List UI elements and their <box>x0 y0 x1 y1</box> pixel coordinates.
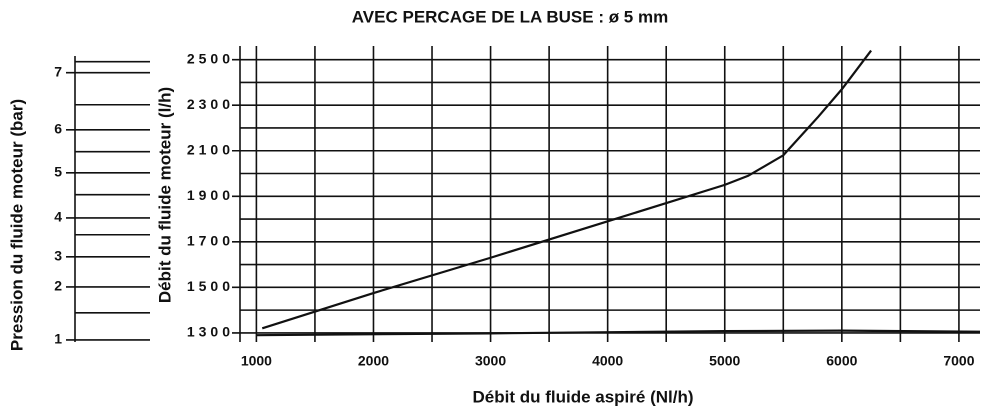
y-tick-label: 1300 <box>187 324 234 340</box>
y-tick-label: 2500 <box>187 50 234 66</box>
y2-axis-label: Pression du fluide moteur (bar) <box>7 99 26 351</box>
y-tick-label: 2100 <box>187 141 234 157</box>
y2-tick-label: 2 <box>54 278 62 294</box>
x-tick-label: 1000 <box>241 353 272 369</box>
y2-tick-label: 6 <box>54 120 62 136</box>
y2-tick-label: 1 <box>54 331 62 347</box>
y-tick-label: 2300 <box>187 96 234 112</box>
chart-title: AVEC PERCAGE DE LA BUSE : ø 5 mm <box>352 7 668 26</box>
x-tick-label: 3000 <box>475 353 506 369</box>
x-tick-label: 5000 <box>709 353 740 369</box>
x-tick-label: 4000 <box>592 353 623 369</box>
line-series <box>256 329 981 337</box>
line-series <box>261 49 872 330</box>
x-tick-label: 2000 <box>358 353 389 369</box>
y2-tick-label: 5 <box>54 164 62 180</box>
x-axis-label: Débit du fluide aspiré (Nl/h) <box>472 387 693 406</box>
y-tick-label: 1900 <box>187 187 234 203</box>
x-tick-label: 7000 <box>943 353 974 369</box>
y-axis-label: Débit du fluide moteur (l/h) <box>155 87 174 303</box>
y2-tick-label: 4 <box>54 209 62 225</box>
y2-tick-label: 7 <box>54 63 62 79</box>
y-tick-label: 1500 <box>187 278 234 294</box>
y2-tick-label: 3 <box>54 248 62 264</box>
x-tick-label: 6000 <box>826 353 857 369</box>
y-tick-label: 1700 <box>187 233 234 249</box>
